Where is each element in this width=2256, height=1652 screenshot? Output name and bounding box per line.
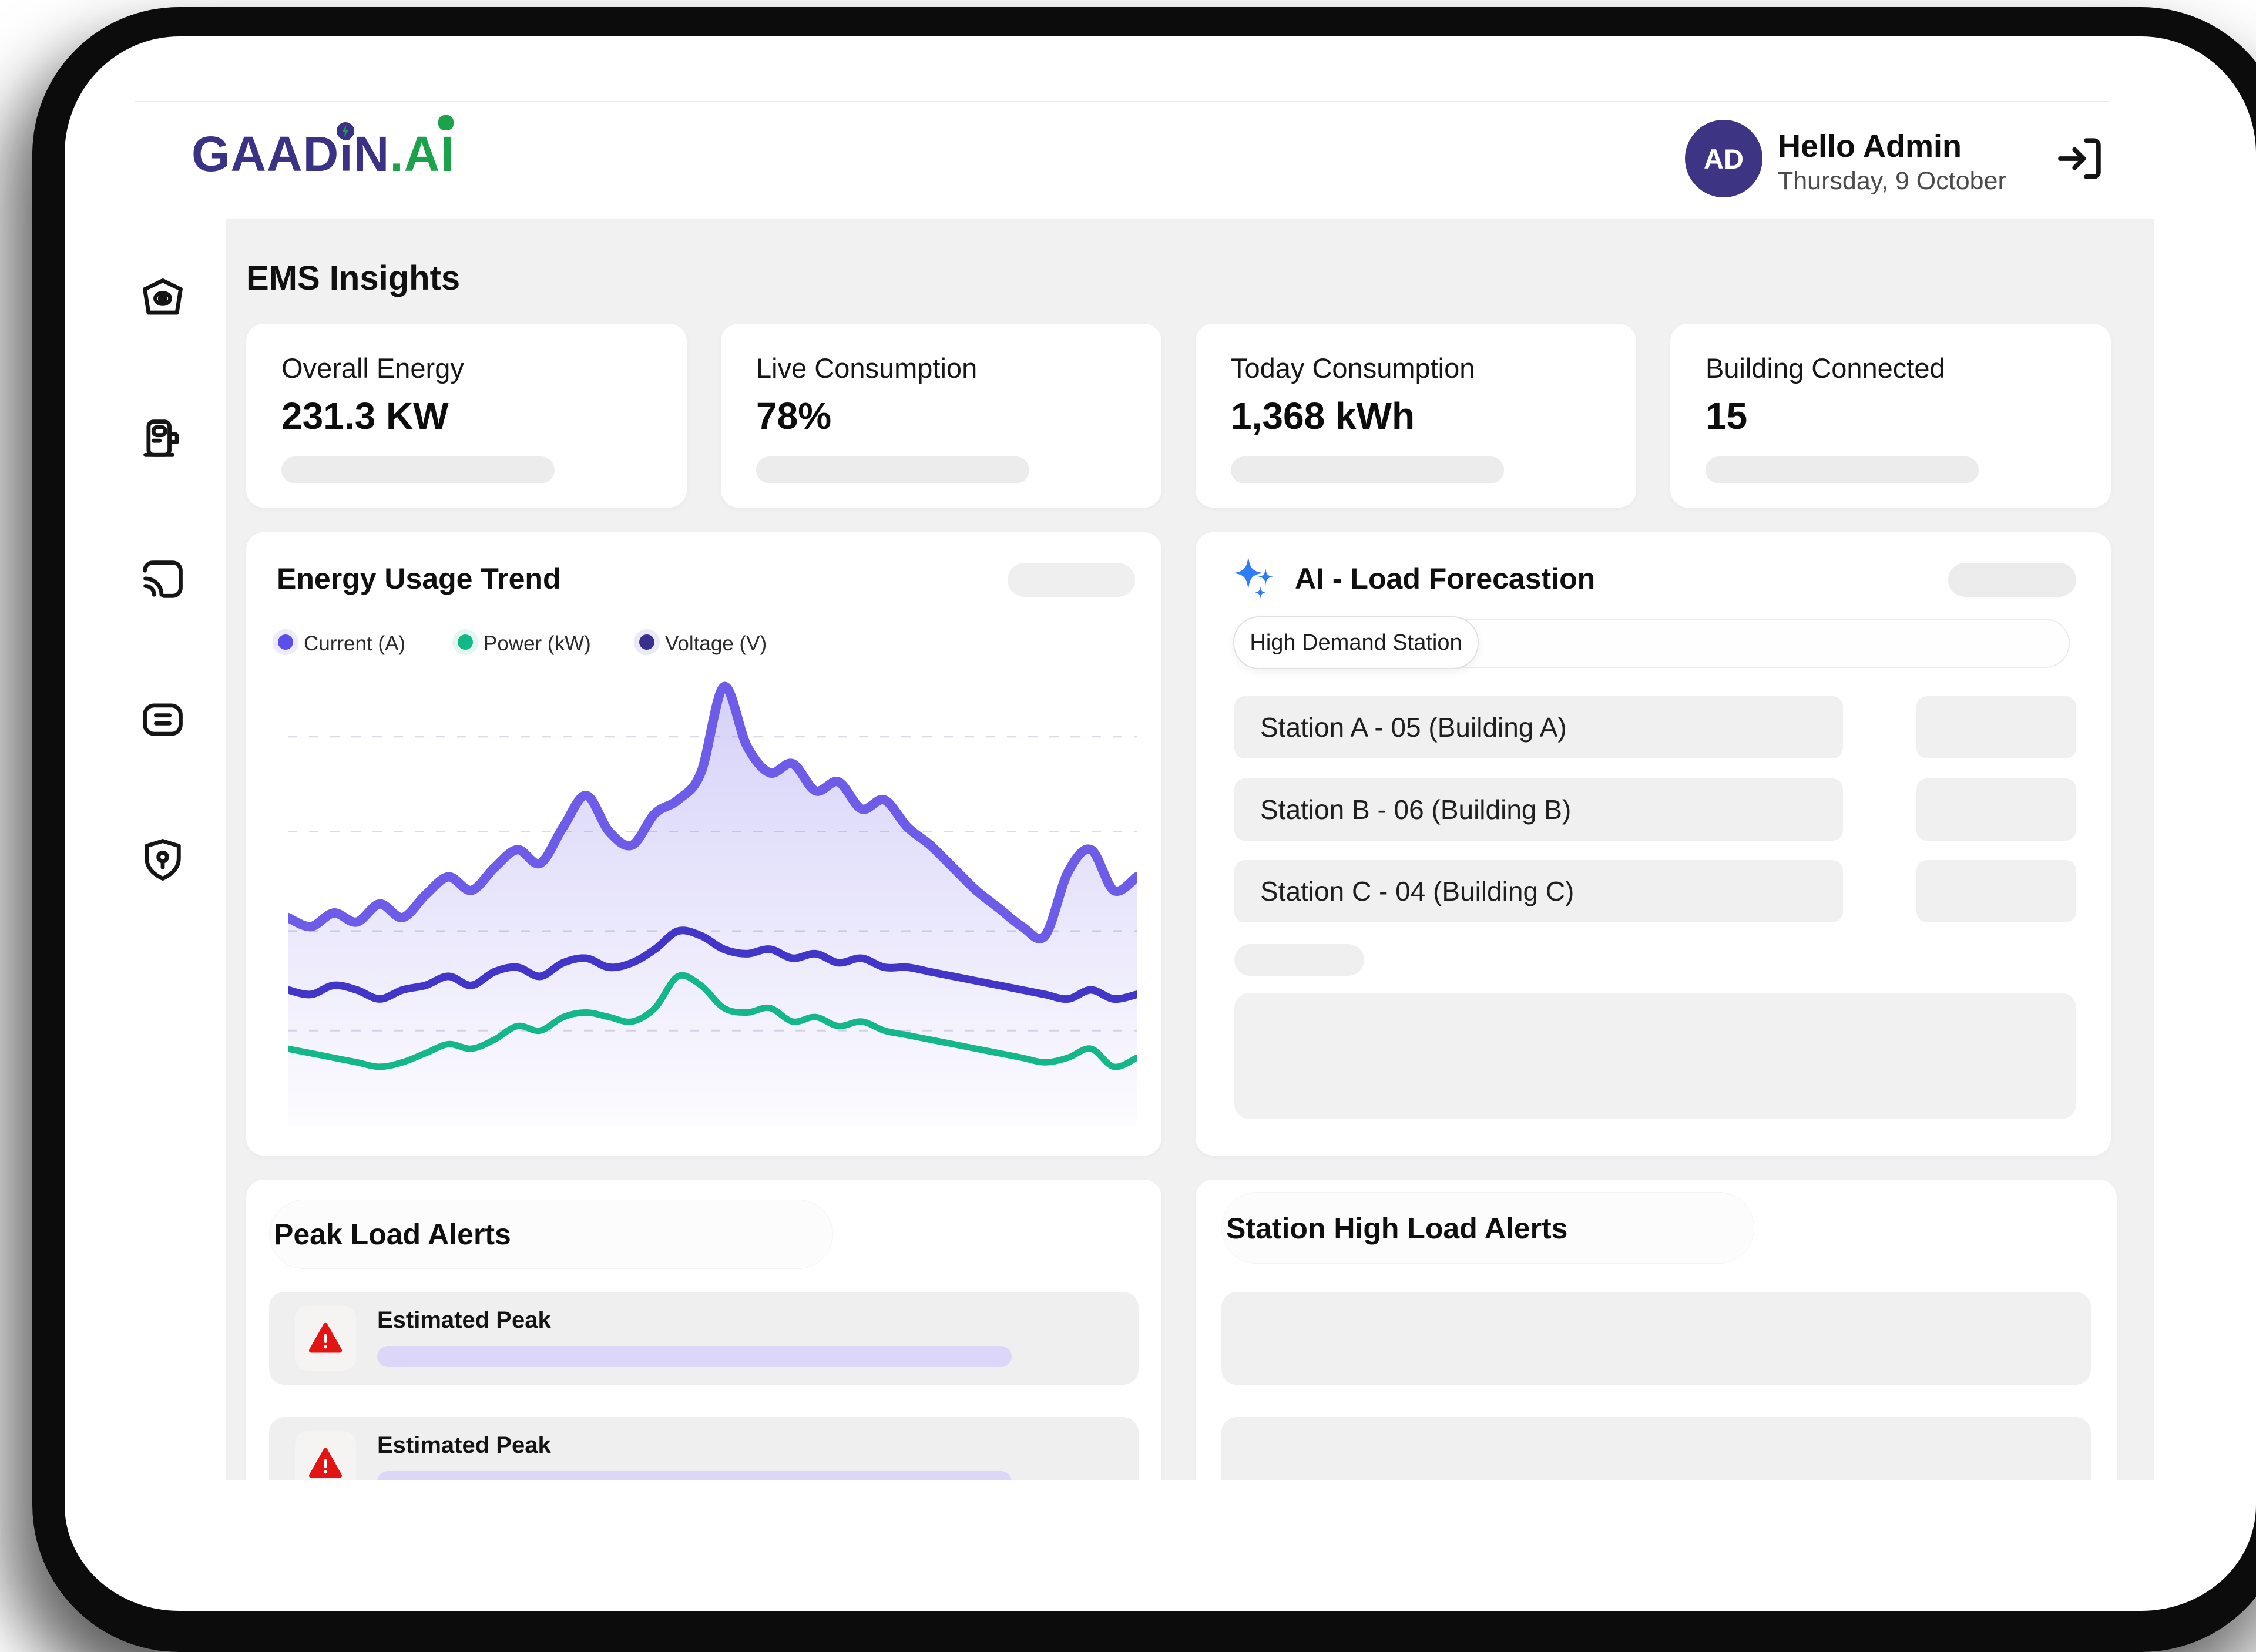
station-value-placeholder	[1916, 860, 2076, 922]
station-alerts-title-placeholder	[1221, 1192, 1754, 1264]
sidebar-item-charging[interactable]	[138, 414, 187, 464]
stat-label: Building Connected	[1706, 352, 1945, 384]
stat-value: 231.3 KW	[281, 395, 449, 437]
date-text: Thursday, 9 October	[1778, 167, 2006, 195]
ai-forecast-title: AI - Load Forecastion	[1295, 562, 1596, 595]
avatar-initials: AD	[1704, 143, 1744, 174]
station-alert-placeholder	[1221, 1417, 2091, 1480]
area-fill	[288, 686, 1137, 1126]
station-value-placeholder	[1916, 696, 2076, 758]
station-list-item[interactable]: Station C - 04 (Building C)	[1234, 860, 1843, 922]
stat-card-live-consumption: Live Consumption 78%	[721, 324, 1161, 508]
legend-label-power: Power (kW)	[484, 632, 591, 655]
series-line-Current (A)	[288, 681, 1137, 943]
header-divider	[135, 101, 2109, 102]
high-demand-station-chip[interactable]: High Demand Station	[1233, 616, 1479, 669]
logo-brain-icon	[438, 115, 454, 130]
logo-bolt-icon	[337, 122, 354, 140]
sidebar-item-home[interactable]	[138, 274, 187, 324]
energy-trend-title: Energy Usage Trend	[277, 562, 561, 595]
station-list-item[interactable]: Station A - 05 (Building A)	[1234, 696, 1843, 758]
sidebar-item-security[interactable]	[138, 835, 187, 885]
alert-progress-bar	[377, 1471, 1012, 1480]
station-list-item[interactable]: Station B - 06 (Building B)	[1234, 778, 1843, 841]
ai-sparkle-icon	[1230, 553, 1278, 602]
station-value-placeholder	[1916, 778, 2076, 841]
logout-button[interactable]	[2054, 133, 2106, 184]
stat-card-building-connected: Building Connected 15	[1670, 324, 2111, 508]
station-alert-placeholder	[1221, 1292, 2091, 1385]
legend-dot-power	[458, 634, 473, 650]
sidebar-item-reports[interactable]	[138, 695, 187, 744]
legend-label-current: Current (A)	[304, 632, 406, 655]
logo-text-purple: GAADiN	[192, 126, 390, 182]
stat-label: Today Consumption	[1231, 352, 1475, 384]
warning-icon	[308, 1448, 343, 1478]
alert-icon-tile	[295, 1431, 356, 1480]
stat-placeholder-bar	[281, 456, 555, 483]
ai-forecast-dropdown[interactable]	[1948, 563, 2076, 597]
stat-value: 15	[1706, 395, 1748, 437]
stat-placeholder-bar	[1231, 456, 1504, 483]
brand-logo: GAADiN.AI	[192, 115, 455, 187]
alert-icon-tile	[295, 1306, 356, 1371]
alert-progress-bar	[377, 1346, 1012, 1367]
series-line-Power (kW)	[288, 972, 1137, 1070]
ai-summary-placeholder	[1234, 993, 2076, 1119]
stat-placeholder-bar	[1706, 456, 1979, 483]
stat-label: Overall Energy	[281, 352, 464, 384]
card-icon	[143, 703, 183, 736]
legend-dot-current	[278, 634, 293, 650]
device-screen: GAADiN.AI AD Hello Admin Thursday, 9 Oct…	[94, 47, 2186, 1480]
page-title: EMS Insights	[246, 259, 461, 297]
station-alerts-title: Station High Load Alerts	[1226, 1212, 1568, 1245]
logo-text-green: .AI	[390, 126, 455, 182]
avatar[interactable]: AD	[1685, 120, 1762, 197]
legend-dot-voltage	[639, 634, 654, 650]
peak-alert-item[interactable]: Estimated Peak	[269, 1292, 1139, 1385]
stat-card-today-consumption: Today Consumption 1,368 kWh	[1196, 324, 1636, 508]
legend-label-voltage: Voltage (V)	[665, 632, 767, 655]
ev-charger-icon	[143, 419, 179, 457]
peak-alert-item[interactable]: Estimated Peak	[269, 1417, 1139, 1480]
sidebar-item-cast[interactable]	[138, 555, 187, 605]
peak-alerts-title-placeholder	[269, 1200, 833, 1269]
alert-title: Estimated Peak	[377, 1432, 551, 1458]
home-icon	[143, 278, 183, 315]
energy-trend-range-dropdown[interactable]	[1008, 563, 1135, 597]
peak-alerts-title: Peak Load Alerts	[274, 1218, 511, 1251]
stat-placeholder-bar	[756, 456, 1029, 483]
chip-label: High Demand Station	[1250, 630, 1462, 655]
greeting-text: Hello Admin	[1778, 129, 1962, 164]
stat-label: Live Consumption	[756, 352, 978, 384]
shield-key-icon	[145, 839, 181, 881]
cast-icon	[143, 560, 183, 598]
series-line-Voltage (V)	[288, 926, 1137, 1003]
energy-trend-chart	[288, 673, 1137, 1126]
stat-value: 78%	[756, 395, 832, 437]
stat-value: 1,368 kWh	[1231, 395, 1415, 437]
warning-icon	[308, 1322, 343, 1353]
alert-title: Estimated Peak	[377, 1307, 551, 1333]
stat-card-overall-energy: Overall Energy 231.3 KW	[246, 324, 687, 508]
logout-icon	[2058, 138, 2101, 179]
ai-small-placeholder	[1234, 944, 1364, 976]
